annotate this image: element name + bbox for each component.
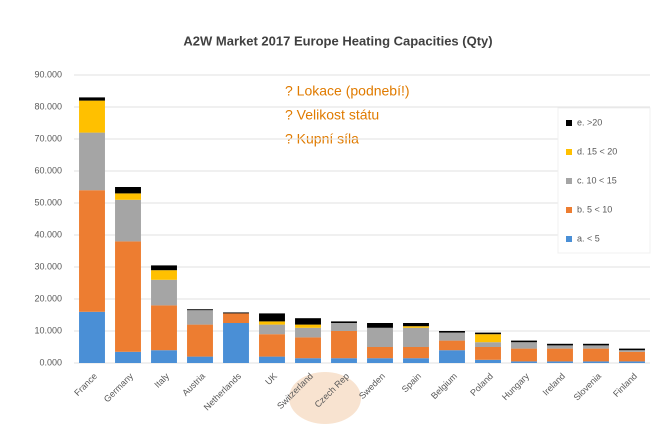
y-tick-label: 60.000 <box>34 165 62 175</box>
bar-segment <box>187 324 213 357</box>
bar-segment <box>223 313 249 323</box>
bar-segment <box>295 318 321 325</box>
bar-segment <box>331 321 357 323</box>
bar-segment <box>187 309 213 311</box>
bar-segment <box>115 351 141 363</box>
bar-segment <box>331 323 357 331</box>
bar-segment <box>79 132 105 191</box>
legend-label: b. 5 < 10 <box>577 204 612 214</box>
bar-segment <box>475 342 501 347</box>
bar-segment <box>583 345 609 349</box>
bar-segment <box>295 337 321 359</box>
y-tick-label: 40.000 <box>34 229 62 239</box>
bar-segment <box>475 359 501 363</box>
annotation: ? Velikost státu <box>285 107 379 123</box>
bar-segment <box>403 326 429 328</box>
legend-label: a. < 5 <box>577 233 600 243</box>
bar-segment <box>547 343 573 346</box>
bar-segment <box>583 348 609 362</box>
legend-swatch <box>566 149 572 155</box>
bar-segment <box>367 323 393 328</box>
y-tick-label: 90.000 <box>34 69 62 79</box>
legend-swatch <box>566 178 572 184</box>
bar-segment <box>115 193 141 200</box>
bar-segment <box>511 361 537 363</box>
legend-swatch <box>566 120 572 126</box>
legend-label: e. >20 <box>577 117 602 127</box>
bar-segment <box>259 313 285 322</box>
bar-segment <box>223 312 249 314</box>
bar-segment <box>259 321 285 325</box>
bar-segment <box>511 340 537 343</box>
bar-segment <box>259 356 285 363</box>
bar-segment <box>439 340 465 351</box>
y-tick-label: 80.000 <box>34 101 62 111</box>
highlight <box>289 372 361 424</box>
bar-segment <box>295 358 321 363</box>
legend-box <box>557 107 651 254</box>
bar-segment <box>331 331 357 359</box>
bar-segment <box>79 97 105 101</box>
bar-segment <box>259 334 285 357</box>
bar-segment <box>367 347 393 359</box>
bar-segment <box>619 348 645 351</box>
bar-segment <box>151 265 177 271</box>
bar-segment <box>583 361 609 363</box>
bar-segment <box>295 324 321 328</box>
bar-segment <box>115 187 141 194</box>
bar-segment <box>619 350 645 352</box>
chart-title: A2W Market 2017 Europe Heating Capacitie… <box>183 33 492 48</box>
legend-label: c. 10 < 15 <box>577 175 617 185</box>
bar-segment <box>79 100 105 133</box>
legend-swatch <box>566 236 572 242</box>
y-tick-label: 20.000 <box>34 293 62 303</box>
bar-segment <box>187 356 213 363</box>
bar-segment <box>187 310 213 325</box>
legend-label: d. 15 < 20 <box>577 146 617 156</box>
bar-segment <box>547 348 573 362</box>
bar-segment <box>151 279 177 306</box>
bar-segment <box>619 361 645 363</box>
bar-segment <box>151 350 177 363</box>
bar-segment <box>367 327 393 347</box>
bar-segment <box>547 361 573 363</box>
bar-segment <box>547 345 573 349</box>
bar-segment <box>115 199 141 242</box>
bar-segment <box>115 241 141 352</box>
y-tick-label: 0.000 <box>39 357 62 367</box>
bar-segment <box>439 331 465 333</box>
legend-swatch <box>566 207 572 213</box>
bar-segment <box>79 190 105 312</box>
bar-segment <box>403 327 429 347</box>
bar-segment <box>403 358 429 363</box>
bar-segment <box>619 351 645 362</box>
bar-segment <box>295 327 321 338</box>
bar-segment <box>403 323 429 327</box>
bar-segment <box>475 347 501 360</box>
bar-segment <box>223 323 249 363</box>
y-tick-label: 30.000 <box>34 261 62 271</box>
bar-segment <box>331 358 357 363</box>
y-tick-label: 50.000 <box>34 197 62 207</box>
y-tick-label: 70.000 <box>34 133 62 143</box>
bar-segment <box>367 358 393 363</box>
bar-segment <box>403 347 429 359</box>
bar-segment <box>475 332 501 335</box>
bar-segment <box>511 348 537 362</box>
bar-segment <box>475 334 501 343</box>
bar-segment <box>151 270 177 280</box>
bar-segment <box>79 311 105 363</box>
bar-segment <box>439 350 465 363</box>
bar-segment <box>511 342 537 349</box>
y-tick-label: 10.000 <box>34 325 62 335</box>
bar-segment <box>439 332 465 341</box>
bar-segment <box>151 305 177 351</box>
bar-segment <box>583 343 609 346</box>
bar-segment <box>259 324 285 335</box>
annotation: ? Lokace (podnebí!) <box>285 83 410 99</box>
